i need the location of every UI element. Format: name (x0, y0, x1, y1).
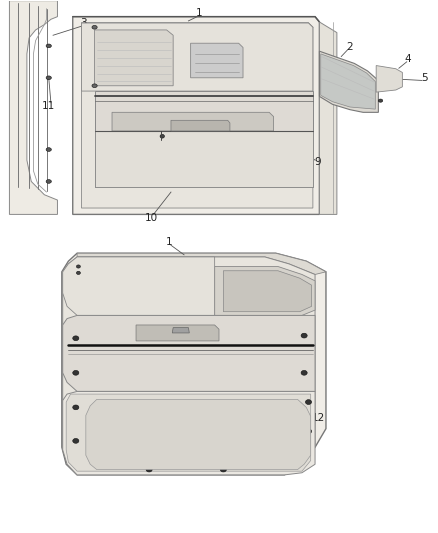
Polygon shape (171, 120, 230, 131)
Polygon shape (63, 257, 215, 316)
Text: 8: 8 (177, 153, 183, 163)
Ellipse shape (220, 467, 226, 472)
Text: 11: 11 (42, 101, 55, 111)
Text: 9: 9 (315, 157, 321, 167)
Ellipse shape (301, 370, 307, 375)
Text: 13: 13 (115, 359, 128, 369)
Text: 12: 12 (311, 413, 325, 423)
Text: 6: 6 (124, 143, 131, 154)
Text: 5: 5 (421, 73, 427, 83)
Text: 3: 3 (80, 18, 87, 28)
Text: 4: 4 (405, 54, 411, 63)
Ellipse shape (73, 370, 79, 375)
Polygon shape (223, 271, 311, 312)
Polygon shape (95, 30, 173, 86)
Ellipse shape (46, 148, 51, 151)
Polygon shape (63, 316, 315, 391)
Polygon shape (62, 253, 326, 475)
Ellipse shape (146, 467, 152, 472)
Polygon shape (95, 131, 313, 187)
Polygon shape (63, 391, 315, 475)
Ellipse shape (73, 405, 79, 410)
Polygon shape (376, 66, 403, 92)
Polygon shape (112, 112, 274, 131)
Ellipse shape (286, 461, 292, 466)
Ellipse shape (77, 271, 81, 274)
Polygon shape (136, 325, 219, 341)
Text: 10: 10 (145, 213, 158, 223)
Polygon shape (81, 23, 313, 208)
Ellipse shape (378, 99, 383, 102)
Ellipse shape (305, 400, 311, 405)
Polygon shape (86, 399, 311, 470)
Text: 1: 1 (166, 237, 172, 247)
Polygon shape (321, 54, 375, 109)
Text: 2: 2 (346, 42, 353, 52)
Ellipse shape (77, 265, 81, 268)
Ellipse shape (92, 26, 97, 29)
Ellipse shape (301, 333, 307, 338)
Polygon shape (63, 257, 315, 473)
Ellipse shape (46, 44, 51, 48)
Polygon shape (319, 22, 337, 214)
Text: 1: 1 (196, 8, 203, 18)
Ellipse shape (73, 336, 79, 341)
Ellipse shape (92, 84, 97, 87)
Polygon shape (73, 17, 319, 214)
Polygon shape (81, 23, 313, 91)
Polygon shape (66, 394, 311, 471)
Polygon shape (172, 328, 189, 333)
Polygon shape (191, 43, 243, 78)
Polygon shape (95, 91, 313, 187)
Text: 13: 13 (284, 340, 298, 350)
Text: 7: 7 (144, 152, 150, 163)
Text: 12: 12 (103, 429, 117, 439)
Polygon shape (215, 266, 315, 316)
Ellipse shape (46, 180, 51, 183)
Polygon shape (319, 51, 378, 112)
Ellipse shape (305, 429, 311, 434)
Polygon shape (10, 1, 57, 214)
Polygon shape (77, 253, 326, 274)
Ellipse shape (160, 134, 164, 138)
Ellipse shape (73, 439, 79, 443)
Ellipse shape (46, 76, 51, 79)
